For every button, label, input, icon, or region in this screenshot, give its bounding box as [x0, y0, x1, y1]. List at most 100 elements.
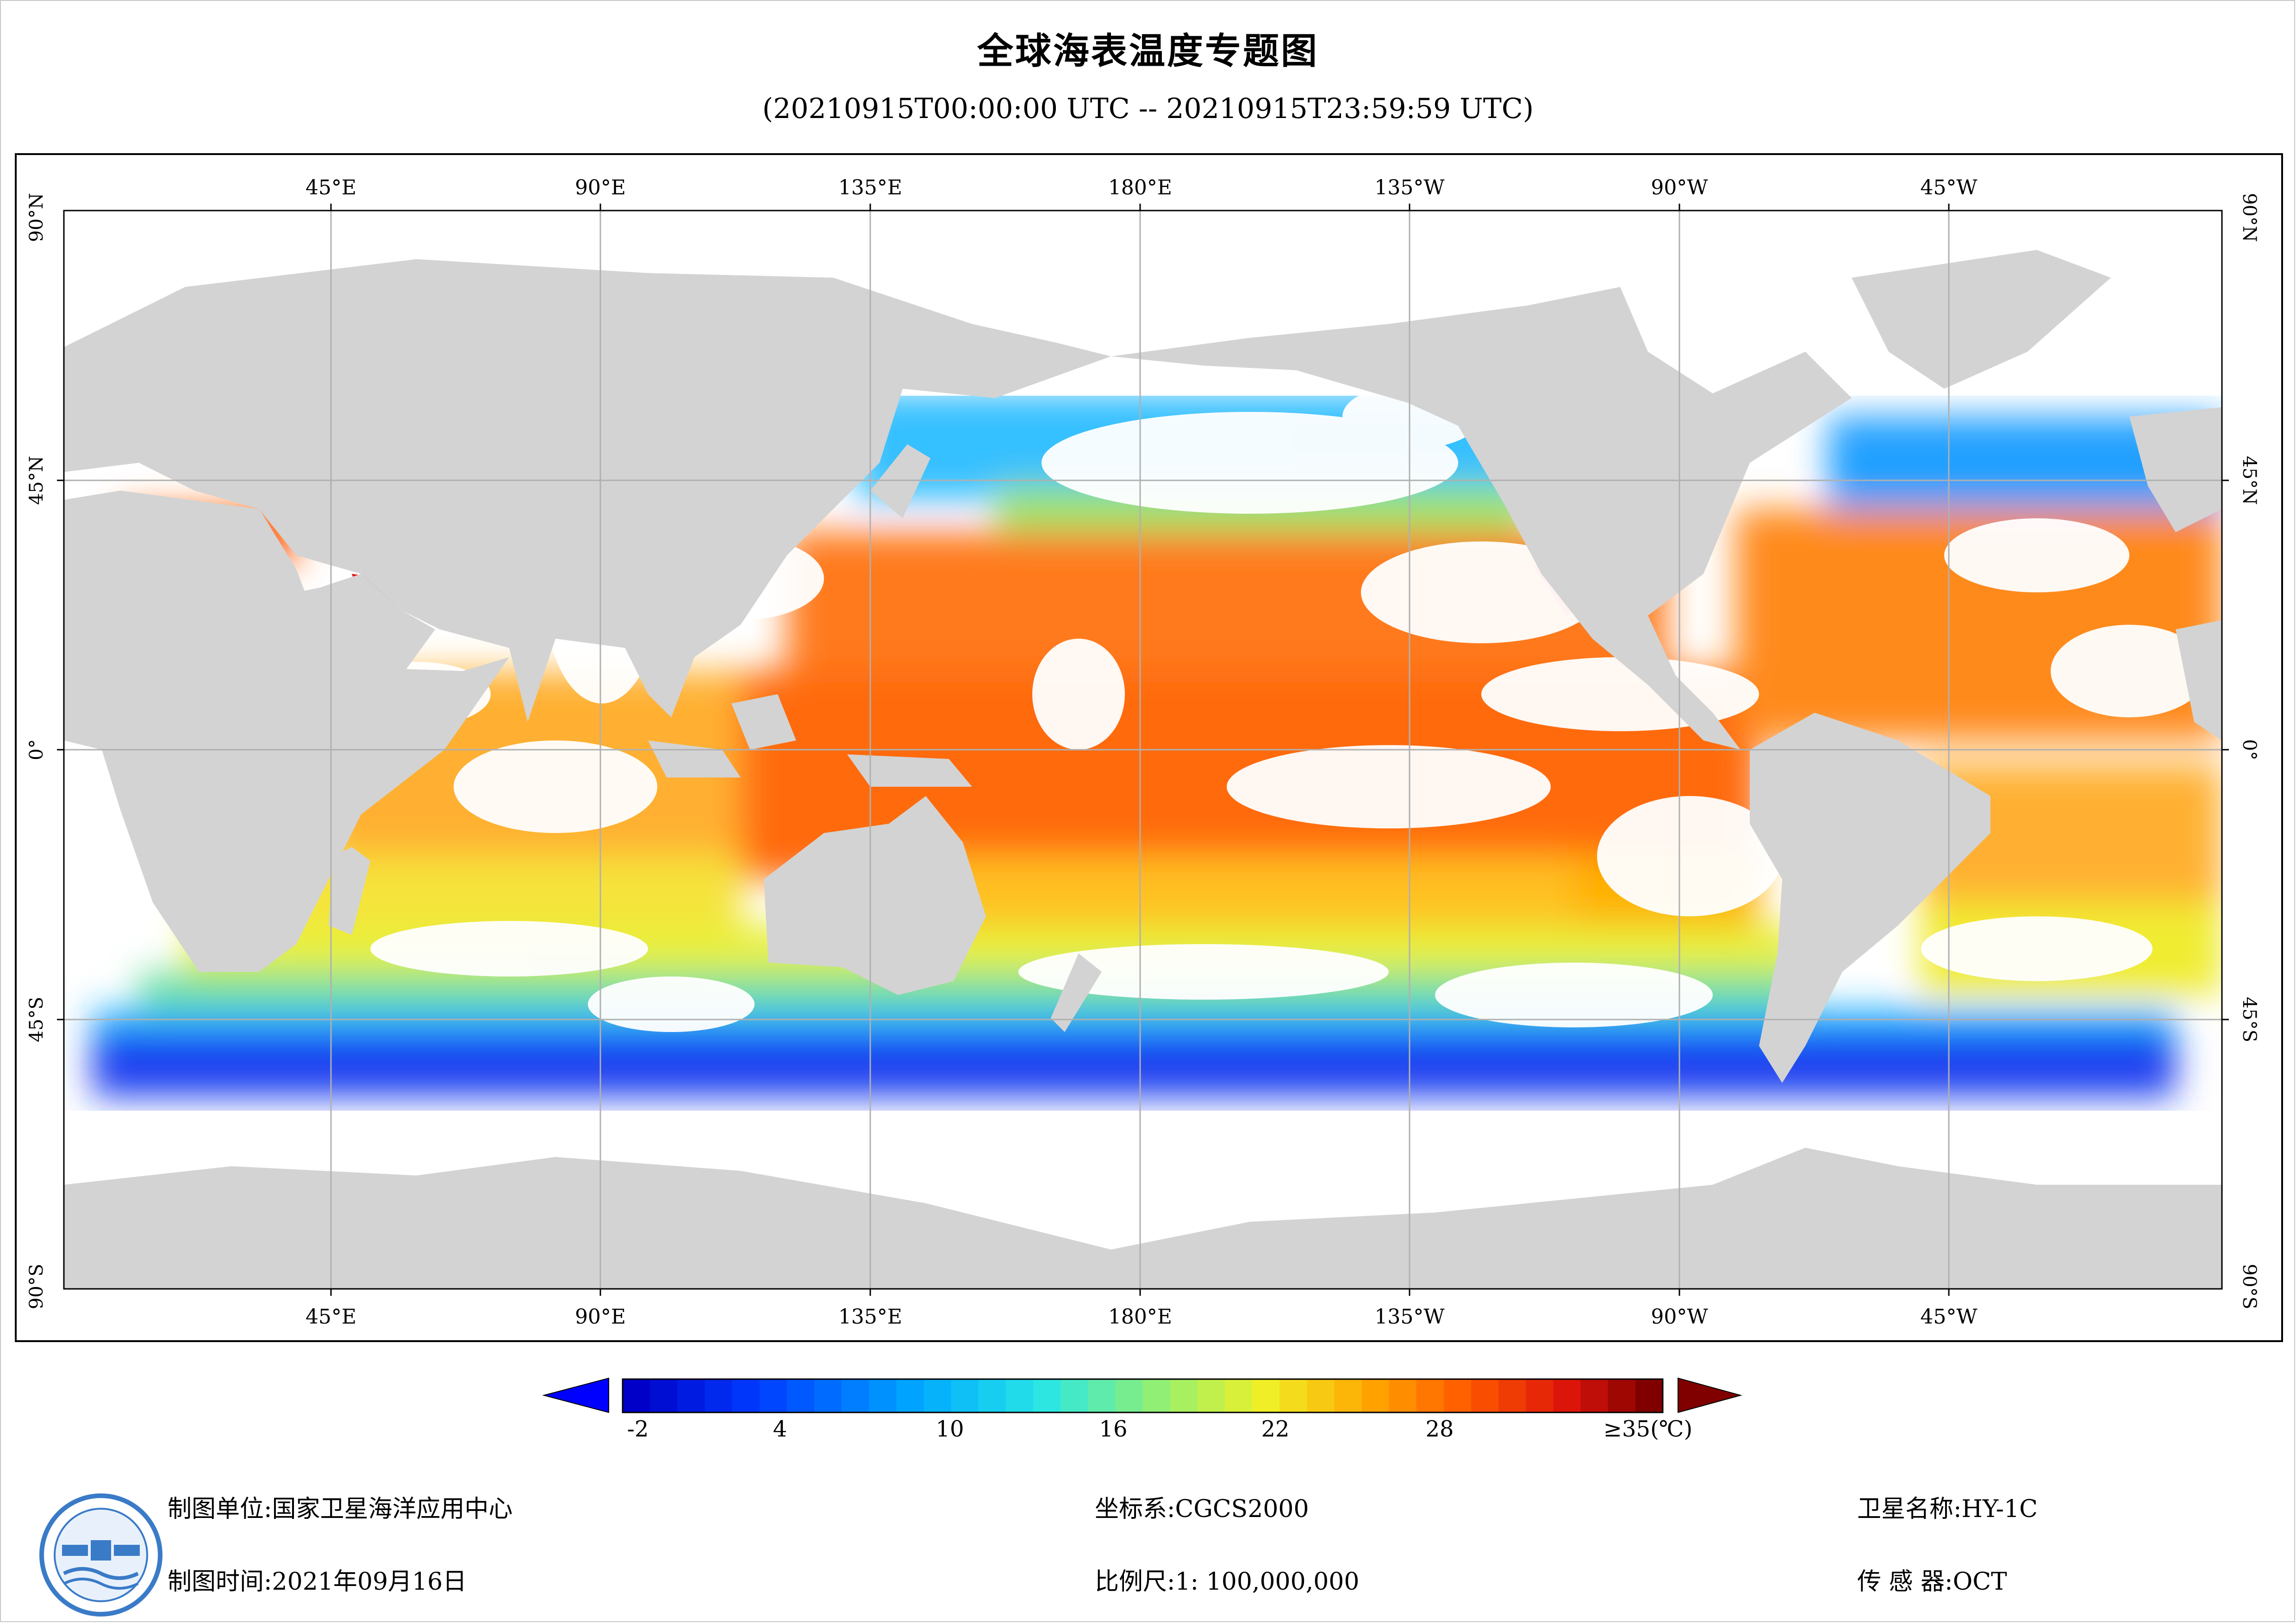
sst-band-southern-ocean	[93, 1032, 2176, 1097]
colorbar-swatch	[1334, 1379, 1362, 1412]
colorbar-swatch	[1061, 1379, 1088, 1412]
greenland	[1852, 250, 2111, 389]
lat-label-left: 0°	[26, 739, 47, 760]
lon-label-top: 45°E	[306, 176, 356, 199]
colorbar-swatch	[1115, 1379, 1143, 1412]
lon-label-top: 45°W	[1920, 176, 1978, 199]
colorbar-swatch	[1361, 1379, 1390, 1412]
outer-map-frame	[15, 153, 2283, 1342]
colorbar-swatch	[814, 1379, 842, 1412]
japan	[870, 444, 930, 518]
eurasia	[64, 259, 1111, 722]
lon-label-bottom: 45°E	[306, 1305, 356, 1329]
lat-label-right: 90°N	[2239, 193, 2260, 242]
footer-sensor-value: OCT	[1953, 1568, 2007, 1596]
colorbar-swatch	[1526, 1379, 1554, 1412]
colorbar-swatch	[896, 1379, 924, 1412]
colorbar-swatch	[1471, 1379, 1499, 1412]
colorbar-swatch	[1443, 1379, 1472, 1412]
colorbar-swatch	[842, 1379, 869, 1412]
footer-crs-label: 坐标系:	[1095, 1495, 1175, 1523]
madagascar	[329, 847, 370, 935]
footer-satellite-value: HY-1C	[1961, 1495, 2038, 1523]
colorbar-swatch	[1197, 1379, 1225, 1412]
new-guinea	[847, 754, 972, 787]
colorbar-swatch	[650, 1379, 678, 1412]
colorbar-swatch	[1498, 1379, 1526, 1412]
lat-label-left: 90°S	[26, 1264, 47, 1309]
colorbar-swatch	[677, 1379, 705, 1412]
lon-label-top: 135°E	[838, 176, 902, 199]
cloud-patch	[1944, 518, 2129, 592]
colorbar-swatch	[1088, 1379, 1116, 1412]
cloud-patch	[1032, 639, 1125, 750]
colorbar-swatch	[1170, 1379, 1198, 1412]
footer-production-time-label: 制图时间:	[168, 1568, 272, 1596]
lat-label-right: 0°	[2239, 739, 2260, 760]
colorbar-swatch	[869, 1379, 897, 1412]
colorbar-tick-label: ≥35(℃)	[1603, 1416, 1693, 1442]
antarctica	[64, 1148, 2222, 1289]
lon-label-bottom: 135°E	[838, 1305, 902, 1329]
lat-label-right: 90°S	[2239, 1264, 2260, 1309]
colorbar-swatch	[1033, 1379, 1061, 1412]
colorbar-swatch	[705, 1379, 733, 1412]
colorbar-swatch	[786, 1379, 815, 1412]
colorbar-swatch	[1224, 1379, 1253, 1412]
colorbar-swatch	[923, 1379, 952, 1412]
colorbar-swatch	[1252, 1379, 1280, 1412]
north-america	[1111, 287, 1852, 750]
map-subtitle: (20210915T00:00:00 UTC -- 20210915T23:59…	[762, 93, 1534, 125]
colorbar-swatch	[978, 1379, 1006, 1412]
colorbar-swatch	[1553, 1379, 1581, 1412]
tick-marks	[57, 204, 2229, 1296]
colorbar-swatch	[1416, 1379, 1444, 1412]
south-america	[1750, 713, 1990, 1083]
lat-label-left: 90°N	[26, 193, 47, 242]
colorbar-swatch	[1307, 1379, 1335, 1412]
colorbar-swatch	[1142, 1379, 1171, 1412]
footer-production-time-value: 2021年09月16日	[272, 1568, 467, 1596]
lat-label-left: 45°S	[26, 997, 47, 1042]
colorbar-tick-label: 22	[1261, 1416, 1290, 1442]
footer-satellite: 卫星名称:HY-1C	[1857, 1489, 2038, 1524]
colorbar-swatch	[1279, 1379, 1307, 1412]
footer-satellite-label: 卫星名称:	[1857, 1495, 1962, 1523]
footer-production-unit: 制图单位:国家卫星海洋应用中心	[168, 1489, 513, 1524]
lat-label-left: 45°N	[26, 456, 47, 505]
footer-scale-value: 1: 100,000,000	[1175, 1568, 1360, 1596]
colorbar	[542, 1377, 1742, 1413]
colorbar-swatch	[951, 1379, 979, 1412]
borneo	[731, 694, 796, 750]
colorbar-tick-label: 28	[1425, 1416, 1454, 1442]
colorbar-swatch	[1580, 1379, 1609, 1412]
cloud-patch	[1921, 916, 2152, 981]
cloud-patch	[370, 921, 648, 976]
land	[64, 250, 2222, 1289]
lon-label-top: 90°E	[575, 176, 626, 199]
colorbar-tick-label: 10	[936, 1416, 964, 1442]
western-europe	[2129, 407, 2222, 532]
africa	[64, 491, 509, 972]
lon-label-bottom: 135°W	[1374, 1305, 1445, 1329]
lon-label-bottom: 90°E	[575, 1305, 626, 1329]
colorbar-tick-label: 4	[773, 1416, 787, 1442]
lon-label-bottom: 45°W	[1920, 1305, 1978, 1329]
colorbar-swatch	[1389, 1379, 1417, 1412]
footer-crs-value: CGCS2000	[1175, 1495, 1309, 1523]
lon-label-top: 90°W	[1651, 176, 1708, 199]
colorbar-swatch	[759, 1379, 787, 1412]
footer-sensor: 传 感 器:OCT	[1857, 1562, 2007, 1597]
colorbar-tick-label: 16	[1099, 1416, 1128, 1442]
footer-production-unit-value: 国家卫星海洋应用中心	[272, 1495, 513, 1523]
cloud-patch	[1042, 412, 1458, 514]
lon-label-top: 135°W	[1374, 176, 1445, 199]
graticule	[64, 211, 2222, 1289]
footer-crs: 坐标系:CGCS2000	[1095, 1489, 1309, 1524]
colorbar-tick-label: -2	[627, 1416, 649, 1442]
nsoas-logo-icon	[39, 1493, 162, 1617]
lon-label-bottom: 180°E	[1108, 1305, 1172, 1329]
lat-label-right: 45°S	[2239, 997, 2260, 1042]
